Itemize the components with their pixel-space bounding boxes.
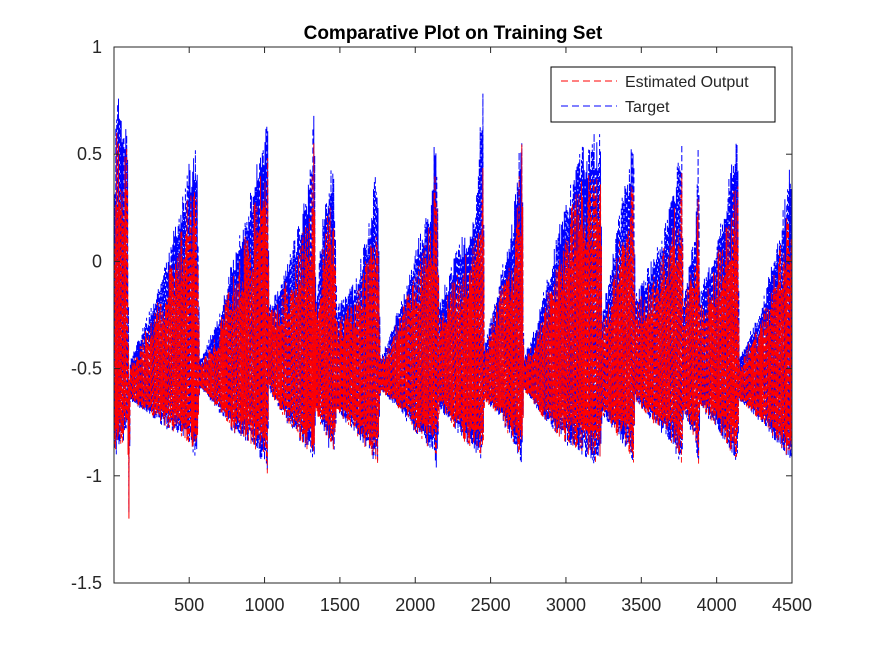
- x-tick-label: 1500: [320, 595, 360, 615]
- series-line-estimated-output: [114, 132, 792, 509]
- x-tick-label: 3000: [546, 595, 586, 615]
- y-tick-label: 0: [92, 251, 102, 271]
- series-group: [114, 93, 792, 519]
- legend-label-estimated-output: Estimated Output: [625, 74, 749, 91]
- y-tick-label: -1.5: [71, 573, 102, 593]
- axes: 500 1000 1500 2000 2500 3000 3500 4000 4500 -1.5 -…: [71, 37, 812, 615]
- x-tick-label: 500: [174, 595, 204, 615]
- y-tick-label: -0.5: [71, 359, 102, 379]
- y-tick-label: 0.5: [77, 144, 102, 164]
- legend-box: [550, 66, 776, 123]
- x-tick-label: 2500: [471, 595, 511, 615]
- x-tick-label: 3500: [621, 595, 661, 615]
- legend-label-target: Target: [625, 99, 670, 116]
- plot-area: [114, 93, 792, 519]
- chart-title: Comparative Plot on Training Set: [304, 23, 603, 44]
- legend: Estimated Output Target: [550, 66, 776, 123]
- x-tick-label: 1000: [245, 595, 285, 615]
- x-tick-label: 4500: [772, 595, 812, 615]
- y-tick-label: 1: [92, 37, 102, 57]
- x-tick-label: 2000: [395, 595, 435, 615]
- y-tick-label: -1: [86, 466, 102, 486]
- axes-box: [113, 46, 793, 584]
- x-tick-label: 4000: [697, 595, 737, 615]
